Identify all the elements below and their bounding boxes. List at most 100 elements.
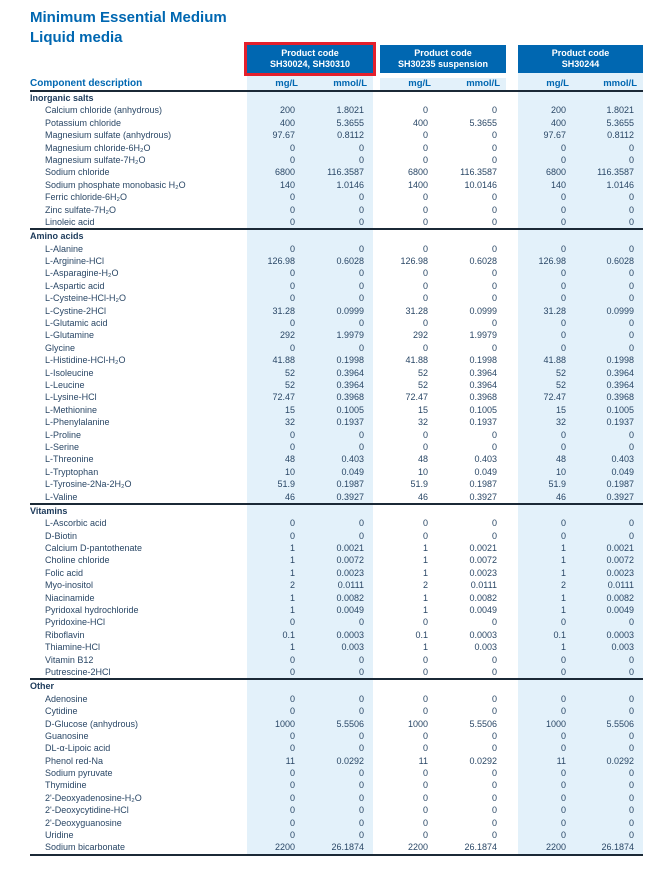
column-gap [373, 367, 380, 379]
column-gap [506, 616, 518, 628]
value-cell: 0 [358, 293, 364, 304]
value-cell: 2 [422, 580, 428, 591]
value-cell: 0 [358, 318, 364, 329]
value-cell: 0 [358, 342, 364, 353]
value-cell: 0 [422, 792, 428, 803]
value-cell: 0.3968 [606, 392, 634, 403]
product-code-header-row: Product code SH30024, SH30310 Product co… [30, 45, 643, 73]
value-cell: 0 [289, 617, 295, 628]
column-gap [506, 429, 518, 441]
value-cell: 0 [358, 243, 364, 254]
value-cell: 1.8021 [336, 105, 364, 116]
value-cell: 0.0292 [606, 755, 634, 766]
column-gap [506, 829, 518, 841]
value-cell: 0 [358, 693, 364, 704]
value-cell: 46 [555, 491, 566, 502]
value-cell: 126.98 [267, 256, 295, 267]
value-cell: 0 [289, 780, 295, 791]
value-cell: 0 [491, 792, 497, 803]
component-name: Folic acid [45, 567, 84, 578]
value-cell: 0 [491, 666, 497, 677]
column-gap [506, 354, 518, 366]
column-gap [373, 267, 380, 279]
value-cell: 0.0111 [337, 580, 364, 591]
column-gap [373, 317, 380, 329]
value-cell: 0 [560, 142, 566, 153]
component-row: L-Valine 46 0.3927 46 0.3927 46 0.3927 [30, 491, 643, 503]
value-cell: 0 [560, 429, 566, 440]
component-name: L-Valine [45, 491, 78, 502]
value-cell: 0 [560, 330, 566, 341]
column-gap [506, 517, 518, 529]
value-cell: 0 [358, 530, 364, 541]
value-cell: 0 [358, 768, 364, 779]
value-cell: 0 [491, 154, 497, 165]
component-row: L-Histidine-HCl-H₂O 41.88 0.1998 41.88 0.199… [30, 354, 643, 366]
column-gap [506, 779, 518, 791]
column-gap [373, 191, 380, 203]
value-cell: 0 [560, 518, 566, 529]
column-gap [506, 255, 518, 267]
column-gap [506, 841, 518, 853]
value-cell: 0 [560, 204, 566, 215]
value-cell: 0 [422, 216, 428, 227]
value-cell: 41.88 [405, 355, 428, 366]
value-cell: 31.28 [405, 305, 428, 316]
value-cell: 0 [422, 154, 428, 165]
column-gap [373, 554, 380, 566]
value-cell: 0 [491, 654, 497, 665]
value-cell: 0 [491, 441, 497, 452]
value-cell: 0 [289, 730, 295, 741]
value-cell: 0 [289, 441, 295, 452]
component-name: 2'-Deoxyguanosine [45, 817, 122, 828]
value-cell: 1 [289, 642, 295, 653]
value-cell: 46 [417, 491, 428, 502]
column-gap [506, 292, 518, 304]
page-title-line1: Minimum Essential Medium [30, 9, 227, 26]
value-cell: 0.1937 [606, 417, 634, 428]
value-cell: 0.0111 [470, 580, 497, 591]
value-cell: 0.0003 [469, 629, 497, 640]
column-gap [506, 466, 518, 478]
value-cell: 0 [422, 817, 428, 828]
column-gap [506, 767, 518, 779]
value-cell: 0 [422, 293, 428, 304]
value-cell: 0 [560, 342, 566, 353]
value-cell: 0.0023 [606, 567, 634, 578]
component-name: L-Leucine [45, 379, 85, 390]
value-cell: 200 [279, 105, 295, 116]
component-row: Sodium pyruvate 0 0 0 0 0 0 [30, 767, 643, 779]
value-cell: 0.1998 [606, 355, 634, 366]
component-row: Vitamin B12 0 0 0 0 0 0 [30, 654, 643, 666]
component-name: L-Proline [45, 429, 82, 440]
value-cell: 0 [560, 441, 566, 452]
column-gap [373, 154, 380, 166]
column-gap [506, 166, 518, 178]
component-row: Niacinamide 1 0.0082 1 0.0082 1 0.0082 [30, 592, 643, 604]
value-cell: 72.47 [272, 392, 295, 403]
value-cell: 0 [628, 654, 634, 665]
value-cell: 0 [422, 617, 428, 628]
component-row: Phenol red-Na 11 0.0292 11 0.0292 11 0.0292 [30, 755, 643, 767]
component-name: Glycine [45, 342, 76, 353]
value-cell: 0.0021 [606, 543, 634, 554]
value-cell: 0 [491, 817, 497, 828]
value-cell: 1 [289, 592, 295, 603]
value-cell: 0.403 [474, 454, 497, 465]
column-gap [373, 579, 380, 591]
value-cell: 0.1 [415, 629, 428, 640]
value-cell: 0 [560, 830, 566, 841]
value-cell: 10 [555, 466, 566, 477]
product-code-box: Product code SH30235 suspension [380, 45, 506, 73]
component-row: Myo-inositol 2 0.0111 2 0.0111 2 0.0111 [30, 579, 643, 591]
component-row: L-Leucine 52 0.3964 52 0.3964 52 0.3964 [30, 379, 643, 391]
column-gap [373, 705, 380, 717]
column-gap [506, 542, 518, 554]
component-name: L-Lysine-HCl [45, 392, 97, 403]
value-cell: 51.9 [277, 479, 295, 490]
column-gap [506, 554, 518, 566]
component-row: Calcium D-pantothenate 1 0.0021 1 0.0021 1 0.0… [30, 542, 643, 554]
component-row: L-Threonine 48 0.403 48 0.403 48 0.403 [30, 453, 643, 465]
column-gap [373, 129, 380, 141]
value-cell: 1 [422, 543, 428, 554]
